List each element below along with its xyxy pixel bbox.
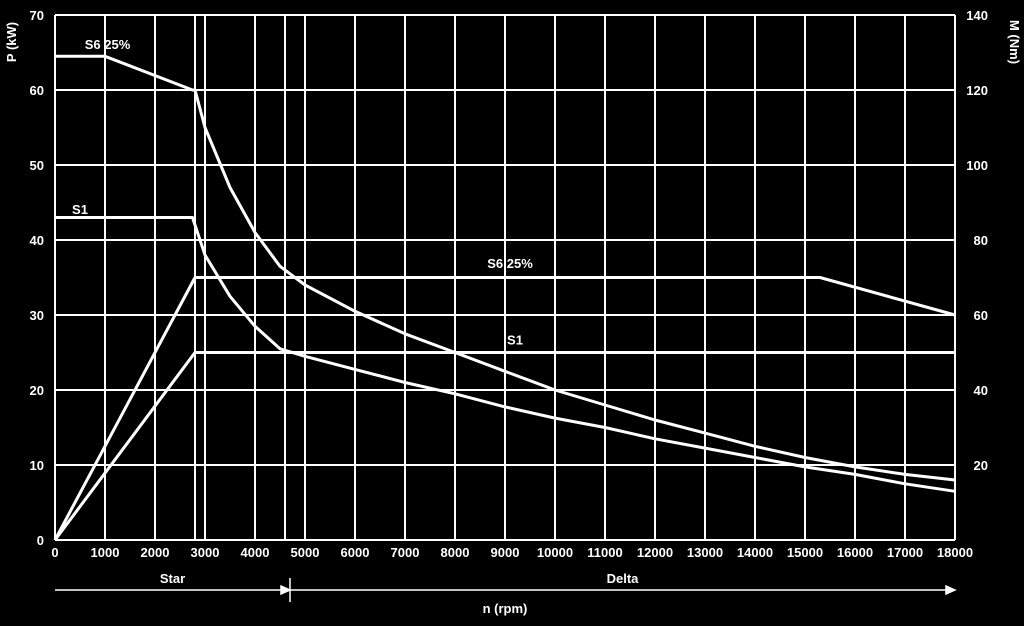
x-tick-label: 16000: [837, 545, 873, 560]
y-axis-right-label: M (Nm): [1007, 20, 1022, 64]
y-right-tick-label: 100: [966, 158, 988, 173]
range-arrow-head: [280, 584, 292, 596]
x-tick-label: 5000: [291, 545, 320, 560]
curves: [53, 54, 956, 541]
y-right-tick-label: 20: [974, 458, 988, 473]
x-tick-label: 15000: [787, 545, 823, 560]
range-label: Delta: [607, 571, 640, 586]
series-label: S6 25%: [487, 256, 533, 271]
y-left-tick-label: 70: [30, 8, 44, 23]
power-s1-line: [53, 351, 955, 541]
x-tick-label: 1000: [91, 545, 120, 560]
x-tick-label: 3000: [191, 545, 220, 560]
right-y-tick-labels: 20 40 60 80 100 120 140: [966, 8, 988, 473]
x-tick-label: 4000: [241, 545, 270, 560]
y-right-tick-label: 80: [974, 233, 988, 248]
x-tick-label: 7000: [391, 545, 420, 560]
y-axis-left-label: P (kW): [4, 22, 19, 62]
x-tick-label: 10000: [537, 545, 573, 560]
y-left-tick-label: 20: [30, 383, 44, 398]
y-right-tick-label: 120: [966, 83, 988, 98]
range-arrow-head: [945, 584, 957, 596]
y-right-tick-label: 60: [974, 308, 988, 323]
series-labels: S6 25% S1 S6 25% S1: [72, 37, 533, 348]
y-left-tick-label: 50: [30, 158, 44, 173]
y-left-tick-label: 40: [30, 233, 44, 248]
torque-s6-25-line: [55, 54, 956, 482]
x-tick-label: 9000: [491, 545, 520, 560]
x-tick-label: 18000: [937, 545, 973, 560]
torque-s1-line: [55, 216, 956, 493]
x-tick-label: 11000: [587, 545, 622, 560]
series-label: S6 25%: [85, 37, 131, 52]
y-left-tick-label: 0: [37, 533, 44, 548]
y-left-tick-label: 10: [30, 458, 44, 473]
x-tick-label: 8000: [441, 545, 470, 560]
x-tick-label: 6000: [341, 545, 370, 560]
x-tick-label: 2000: [141, 545, 170, 560]
series-label: S1: [72, 202, 88, 217]
x-tick-label: 0: [51, 545, 58, 560]
left-y-tick-labels: 0 10 20 30 40 50 60 70: [30, 8, 44, 548]
y-left-tick-label: 60: [30, 83, 44, 98]
series-label: S1: [507, 332, 523, 347]
y-right-tick-label: 40: [974, 383, 988, 398]
x-tick-label: 14000: [737, 545, 773, 560]
power-s6-25-line: [53, 276, 956, 541]
y-left-tick-label: 30: [30, 308, 44, 323]
x-axis-label: n (rpm): [483, 601, 528, 616]
x-tick-label: 13000: [687, 545, 723, 560]
range-label: Star: [160, 571, 185, 586]
star-delta-ranges: Star Delta: [55, 571, 957, 602]
x-tick-label: 17000: [887, 545, 923, 560]
y-right-tick-label: 140: [966, 8, 988, 23]
x-tick-label: 12000: [637, 545, 673, 560]
x-tick-labels: 0 1000 2000 3000 4000 5000 6000 7000 8000 9000 100…: [51, 545, 973, 560]
